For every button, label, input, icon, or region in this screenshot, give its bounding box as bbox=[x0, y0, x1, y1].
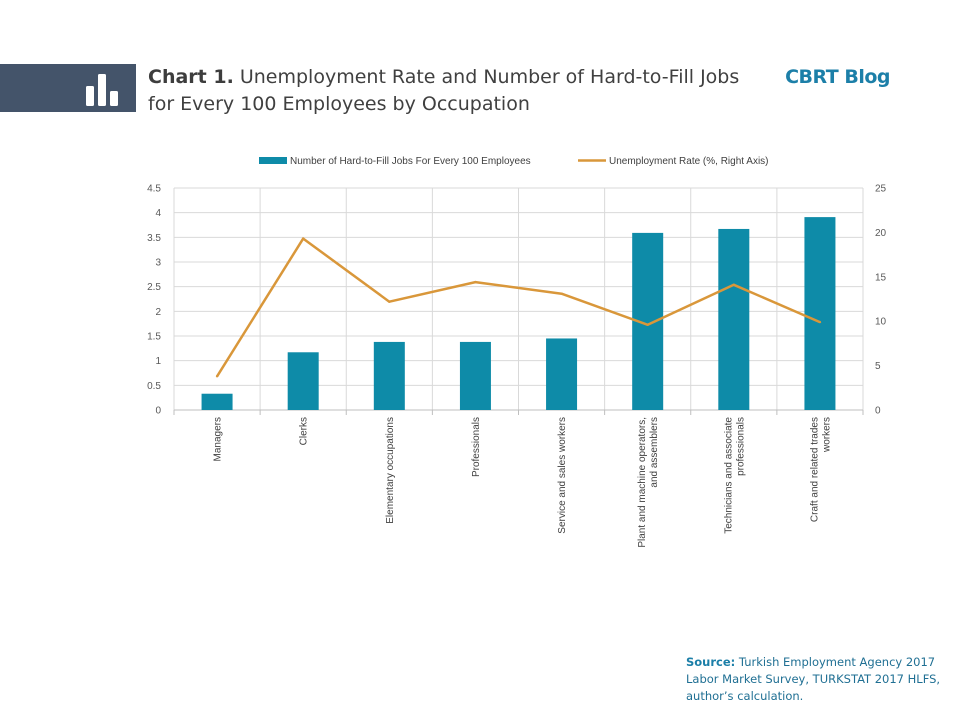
bar bbox=[201, 393, 233, 410]
y-axis-left-tick-label: 1.5 bbox=[147, 332, 161, 343]
x-axis-category-label: Craft and related tradesworkers bbox=[809, 417, 832, 522]
x-axis-category-label: Professionals bbox=[471, 417, 482, 477]
y-axis-left-tick-label: 3.5 bbox=[147, 233, 161, 244]
source-text: Turkish Employment Agency 2017 Labor Mar… bbox=[686, 655, 941, 703]
bar bbox=[546, 338, 578, 410]
bar bbox=[718, 228, 750, 410]
line-point bbox=[818, 320, 822, 324]
x-axis-category-label: Service and sales workers bbox=[557, 417, 568, 534]
line-point bbox=[646, 323, 649, 326]
bar bbox=[373, 341, 405, 410]
y-axis-right-tick-label: 10 bbox=[875, 317, 887, 328]
y-axis-right-tick-label: 0 bbox=[875, 406, 881, 417]
y-axis-right-tick-label: 20 bbox=[875, 228, 887, 239]
chart-title-text: Unemployment Rate and Number of Hard-to-… bbox=[148, 66, 740, 115]
y-axis-left-tick-label: 1 bbox=[155, 356, 161, 367]
y-axis-right-tick-label: 25 bbox=[875, 184, 887, 195]
chart-title: Chart 1. Unemployment Rate and Number of… bbox=[148, 64, 748, 118]
x-axis-category-label: Elementary occupations bbox=[385, 417, 396, 524]
y-axis-left-tick-label: 3 bbox=[155, 258, 161, 269]
bar bbox=[287, 352, 319, 410]
line-point bbox=[474, 280, 477, 284]
y-axis-left-tick-label: 2.5 bbox=[147, 282, 161, 293]
x-axis-category-label: Clerks bbox=[299, 417, 310, 445]
y-axis-left-tick-label: 0 bbox=[155, 406, 161, 417]
y-axis-right-tick-label: 5 bbox=[875, 361, 881, 372]
brand-logo: CBRT Blog bbox=[785, 66, 890, 88]
bar-chart-icon bbox=[86, 74, 118, 106]
chart-title-lead: Chart 1. bbox=[148, 66, 234, 88]
line-point bbox=[388, 300, 391, 303]
bar bbox=[459, 341, 491, 410]
bar bbox=[804, 217, 836, 410]
line-series bbox=[216, 237, 821, 377]
y-axis-left-tick-label: 4.5 bbox=[147, 184, 161, 195]
source-label: Source: bbox=[686, 655, 736, 669]
line-point bbox=[560, 292, 563, 295]
legend-swatch-bars bbox=[259, 157, 287, 164]
line-point bbox=[732, 283, 736, 286]
y-axis-left-tick-label: 2 bbox=[155, 307, 161, 318]
chart: 0 0.5 1 1.5 2 2.5 3 3.5 4 4.5 0 5 10 15 20 25 Managers Cl… bbox=[147, 156, 887, 548]
legend-label-bars: Number of Hard-to-Fill Jobs For Every 10… bbox=[290, 156, 531, 167]
y-axis-left-tick-label: 4 bbox=[155, 208, 161, 219]
y-axis-right-tick-label: 15 bbox=[875, 272, 887, 283]
x-axis-category-label: Managers bbox=[213, 417, 224, 461]
y-axis-left-tick-label: 0.5 bbox=[147, 381, 161, 392]
line-point bbox=[215, 375, 219, 378]
line-point bbox=[301, 237, 305, 240]
legend-label-line: Unemployment Rate (%, Right Axis) bbox=[609, 156, 769, 167]
source-note: Source: Turkish Employment Agency 2017 L… bbox=[686, 654, 946, 705]
x-axis-category-label: Plant and machine operators,and assemble… bbox=[637, 417, 660, 548]
x-axis-category-label: Technicians and associateprofessionals bbox=[723, 417, 746, 534]
